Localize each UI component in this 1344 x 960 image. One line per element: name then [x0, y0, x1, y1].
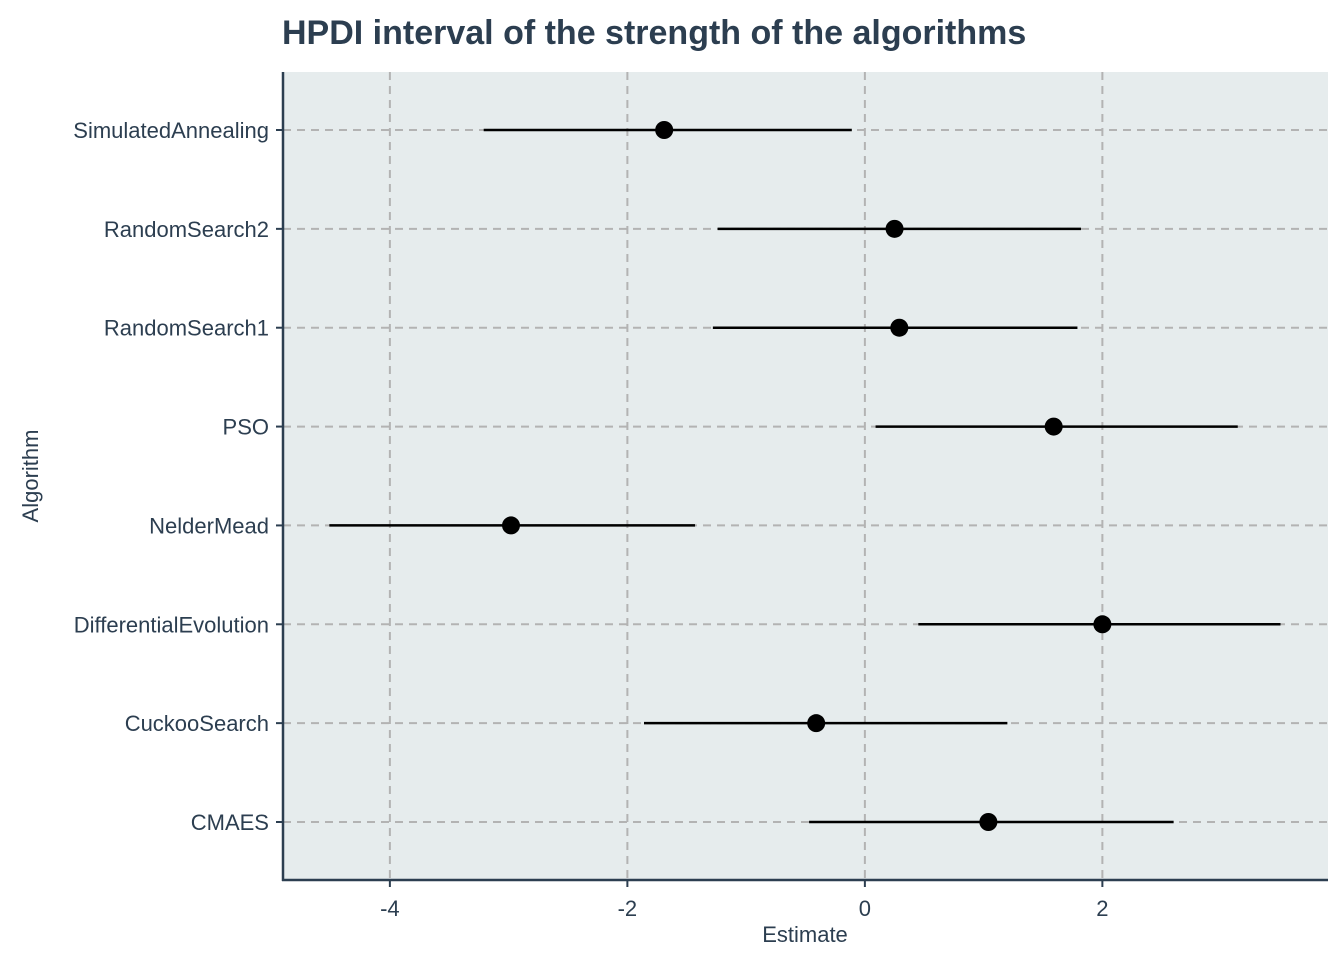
- x-tick-label: 2: [1096, 896, 1108, 921]
- y-axis-title: Algorithm: [18, 430, 43, 523]
- y-tick-label: CMAES: [191, 810, 269, 835]
- y-tick-label: CuckooSearch: [125, 711, 269, 736]
- y-tick-label: PSO: [223, 415, 269, 440]
- x-tick-label: -4: [380, 896, 400, 921]
- estimate-point: [807, 714, 826, 733]
- y-tick-label: RandomSearch2: [104, 217, 269, 242]
- estimate-point: [502, 516, 520, 535]
- y-tick-label: RandomSearch1: [104, 316, 269, 341]
- y-tick-label: SimulatedAnnealing: [73, 118, 269, 143]
- y-tick-label: DifferentialEvolution: [74, 612, 269, 637]
- chart-title: HPDI interval of the strength of the alg…: [282, 14, 1026, 52]
- x-tick-label: 0: [859, 896, 871, 921]
- x-tick-label: -2: [618, 896, 638, 921]
- estimate-point: [979, 813, 998, 831]
- axis-layer: -4 -2 0 2 CMAES CuckooSearch DifferentialEvolu…: [73, 72, 1328, 921]
- estimate-point: [885, 219, 904, 238]
- estimate-point: [655, 121, 674, 139]
- estimate-point: [1044, 417, 1063, 436]
- y-tick-label: NelderMead: [149, 513, 269, 538]
- x-axis-title: Estimate: [762, 922, 848, 947]
- estimate-point: [1093, 615, 1112, 634]
- plot-panel: [283, 72, 1328, 880]
- marks-layer: [329, 121, 1281, 831]
- estimate-point: [890, 318, 909, 337]
